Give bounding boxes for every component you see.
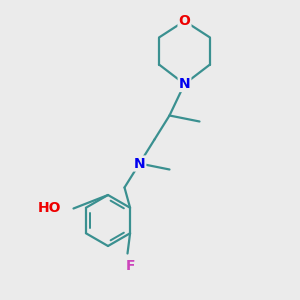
Text: N: N <box>134 157 145 170</box>
Text: F: F <box>126 260 135 274</box>
Text: N: N <box>179 77 190 91</box>
Text: O: O <box>178 14 190 28</box>
Text: HO: HO <box>38 202 62 215</box>
